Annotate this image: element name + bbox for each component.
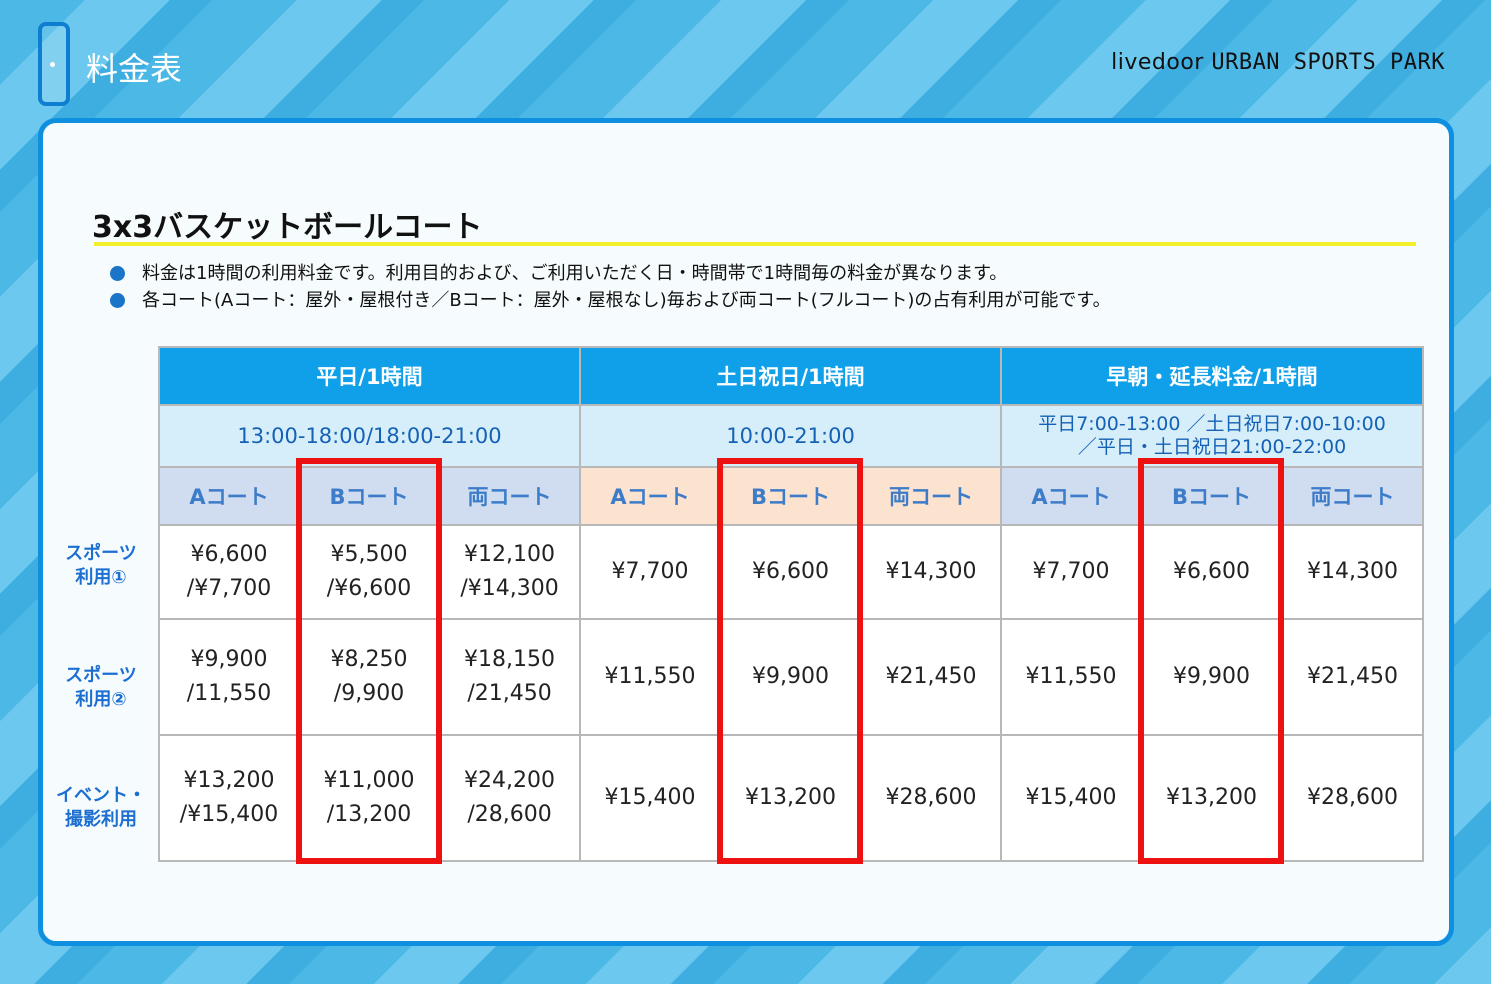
price-cell: ¥28,600 (1281, 734, 1425, 862)
price-cell: ¥14,300 (1281, 524, 1425, 620)
row-label-line: イベント・ (56, 785, 146, 806)
row-label-sports2: スポーツ 利用② (46, 664, 156, 712)
price-cell: ¥13,200 (1140, 734, 1284, 862)
price-line: /28,600 (467, 802, 552, 827)
price-cell: ¥7,700 (1000, 524, 1143, 620)
court-row: Aコート Bコート 両コート Aコート Bコート 両コート Aコート Bコート … (158, 466, 1425, 526)
price-cell: ¥9,900/11,550 (158, 618, 300, 736)
price-cell: ¥11,000/13,200 (298, 734, 440, 862)
rate-table: 平日/1時間 土日祝日/1時間 早朝・延長料金/1時間 13:00-18:00/… (157, 346, 1425, 862)
price-line: /¥7,700 (186, 576, 272, 601)
court-a: Aコート (158, 466, 300, 526)
price-line: ¥18,150 (464, 647, 555, 672)
row-label-line: 撮影利用 (65, 809, 137, 830)
price-cell: ¥28,600 (860, 734, 1003, 862)
price-line: /¥14,300 (460, 576, 559, 601)
court-a: Aコート (1000, 466, 1143, 526)
price-cell: ¥24,200/28,600 (437, 734, 582, 862)
time-weekend: 10:00-21:00 (579, 404, 1003, 468)
row-label-event: イベント・ 撮影利用 (46, 784, 156, 832)
note-text: 各コート(Aコート：屋外・屋根付き／Bコート：屋外・屋根なし)毎および両コート(… (142, 290, 1111, 311)
price-cell: ¥21,450 (860, 618, 1003, 736)
court-b: Bコート (298, 466, 440, 526)
price-cell: ¥6,600 (1140, 524, 1284, 620)
header-dot (50, 62, 55, 67)
price-line: ¥8,250 (330, 647, 408, 672)
time-early-line2: ／平日・土日祝日21:00-22:00 (1077, 436, 1347, 458)
row-label-line: 利用① (75, 567, 127, 588)
price-line: ¥5,500 (330, 542, 408, 567)
price-line: ¥12,100 (464, 542, 555, 567)
price-line: ¥6,600 (190, 542, 268, 567)
note-item: 各コート(Aコート：屋外・屋根付き／Bコート：屋外・屋根なし)毎および両コート(… (110, 287, 1111, 314)
price-cell: ¥9,900 (719, 618, 863, 736)
header-accent-bar (38, 22, 70, 106)
price-cell: ¥11,550 (1000, 618, 1143, 736)
price-line: /11,550 (186, 681, 272, 706)
bullet-icon (110, 266, 125, 281)
price-line: /¥15,400 (179, 802, 279, 827)
price-line: /9,900 (333, 681, 405, 706)
brand-logo: livedoor URBAN SPORTS PARK (1111, 50, 1445, 75)
note-text: 料金は1時間の利用料金です。利用目的および、ご利用いただく日・時間帯で1時間毎の… (142, 263, 1008, 284)
price-line: ¥11,000 (323, 768, 415, 793)
court-b: Bコート (1140, 466, 1284, 526)
price-cell: ¥8,250/9,900 (298, 618, 440, 736)
price-cell: ¥5,500 /¥6,600 (298, 524, 440, 620)
price-row-sports2: ¥9,900/11,550 ¥8,250/9,900 ¥18,150/21,45… (158, 618, 1425, 736)
page-title: 料金表 (86, 50, 183, 88)
row-label-sports1: スポーツ 利用① (46, 542, 156, 590)
price-cell: ¥11,550 (579, 618, 722, 736)
note-item: 料金は1時間の利用料金です。利用目的および、ご利用いただく日・時間帯で1時間毎の… (110, 260, 1111, 287)
brand-part1: livedoor (1111, 50, 1204, 75)
price-line: /13,200 (326, 802, 412, 827)
row-label-line: 利用② (75, 689, 127, 710)
time-early-late: 平日7:00-13:00 ／土日祝日7:00-10:00 ／平日・土日祝日21:… (1000, 404, 1425, 468)
price-cell: ¥9,900 (1140, 618, 1284, 736)
notes: 料金は1時間の利用料金です。利用目的および、ご利用いただく日・時間帯で1時間毎の… (110, 260, 1111, 314)
court-both: 両コート (437, 466, 582, 526)
price-cell: ¥18,150/21,450 (437, 618, 582, 736)
time-row: 13:00-18:00/18:00-21:00 10:00-21:00 平日7:… (157, 404, 1425, 468)
highlight-box-b-weekend (717, 458, 863, 864)
price-line: ¥9,900 (190, 647, 268, 672)
court-both: 両コート (860, 466, 1003, 526)
price-line: /¥6,600 (326, 576, 412, 601)
title-underline (94, 242, 1416, 246)
price-cell: ¥21,450 (1281, 618, 1425, 736)
price-line: ¥24,200 (464, 768, 555, 793)
bullet-icon (110, 293, 125, 308)
group-weekend: 土日祝日/1時間 (579, 346, 1003, 406)
court-both: 両コート (1281, 466, 1425, 526)
price-row-event: ¥13,200 /¥15,400 ¥11,000/13,200 ¥24,200/2… (158, 734, 1425, 862)
price-cell: ¥7,700 (579, 524, 722, 620)
row-label-line: スポーツ (65, 543, 137, 564)
group-early-late: 早朝・延長料金/1時間 (1000, 346, 1425, 406)
price-cell: ¥13,200 (719, 734, 863, 862)
section-title: 3x3バスケットボールコート (92, 210, 483, 245)
highlight-box-b-weekday (296, 458, 442, 864)
highlight-box-b-early (1138, 458, 1284, 864)
price-cell: ¥15,400 (1000, 734, 1143, 862)
price-cell: ¥12,100 /¥14,300 (437, 524, 582, 620)
court-a: Aコート (579, 466, 722, 526)
time-early-line1: 平日7:00-13:00 ／土日祝日7:00-10:00 (1038, 413, 1386, 435)
price-line: ¥13,200 (183, 768, 275, 793)
price-row-sports1: ¥6,600 /¥7,700 ¥5,500 /¥6,600 ¥12,100 /¥14,… (158, 524, 1425, 620)
price-line: /21,450 (467, 681, 552, 706)
row-label-line: スポーツ (65, 665, 137, 686)
price-cell: ¥6,600 /¥7,700 (158, 524, 300, 620)
group-weekday: 平日/1時間 (157, 346, 582, 406)
price-cell: ¥13,200 /¥15,400 (158, 734, 300, 862)
price-cell: ¥15,400 (579, 734, 722, 862)
price-cell: ¥14,300 (860, 524, 1003, 620)
group-header-row: 平日/1時間 土日祝日/1時間 早朝・延長料金/1時間 (157, 346, 1425, 406)
court-b: Bコート (719, 466, 863, 526)
time-weekday: 13:00-18:00/18:00-21:00 (157, 404, 582, 468)
brand-part2: URBAN SPORTS PARK (1211, 50, 1445, 75)
